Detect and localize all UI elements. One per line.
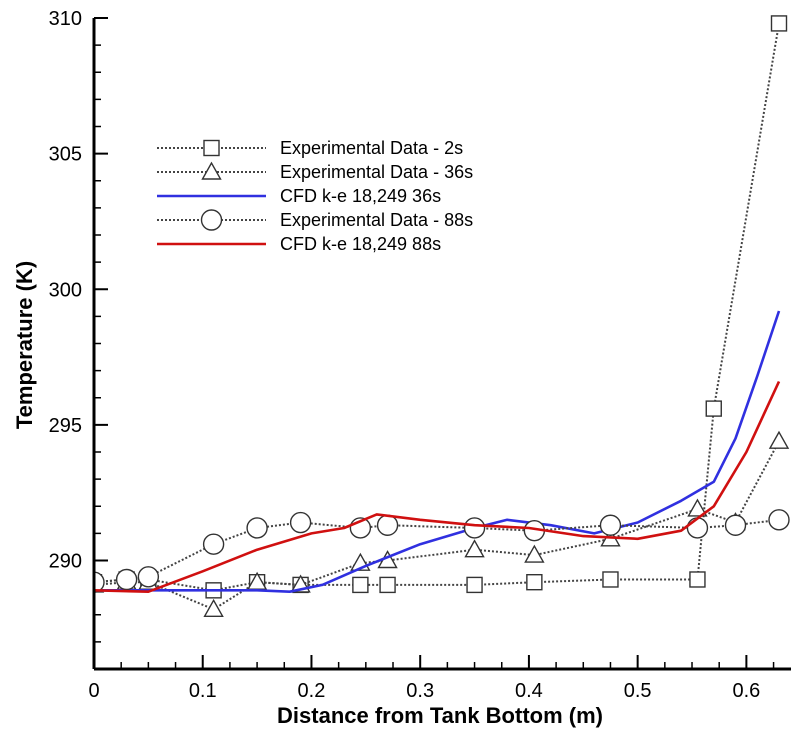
data-point: [94, 571, 105, 593]
data-point: [526, 574, 543, 591]
series-0: [94, 15, 788, 599]
series-line: [94, 23, 780, 592]
data-point: [524, 544, 545, 563]
data-point: [379, 576, 396, 594]
series-line: [94, 518, 780, 584]
series-3: [94, 509, 790, 593]
data-point: [352, 576, 369, 594]
data-point: [768, 430, 790, 449]
x-tick-label: 0.5: [624, 680, 652, 702]
legend-label: CFD k-e 18,249 36s: [280, 186, 441, 206]
data-point: [768, 509, 790, 531]
x-tick-label: 0.2: [298, 680, 326, 702]
axis-ticks: [93, 17, 775, 669]
data-point: [466, 576, 483, 594]
y-tick-label: 305: [49, 144, 82, 166]
legend-item: CFD k-e 18,249 88s: [157, 234, 441, 254]
y-axis-title: Temperature (K): [12, 261, 37, 429]
legend-marker: [200, 209, 223, 231]
data-point: [689, 571, 706, 588]
data-point: [705, 400, 722, 417]
x-tick-label: 0.4: [515, 680, 543, 702]
series-2: [94, 310, 781, 594]
data-point: [115, 568, 138, 591]
series-line: [94, 310, 781, 594]
data-point: [246, 517, 268, 539]
data-point: [203, 598, 224, 618]
legend: Experimental Data - 2s Experimental Data …: [157, 138, 473, 254]
legend-marker: [203, 139, 220, 157]
legend-item: Experimental Data - 36s: [157, 161, 473, 182]
x-tick-label: 0.1: [189, 680, 217, 702]
data-point: [770, 15, 788, 32]
legend-marker: [201, 161, 222, 180]
data-point: [376, 514, 399, 536]
x-tick-label: 0.3: [406, 680, 434, 702]
axes: [92, 18, 791, 671]
data-point: [602, 571, 619, 588]
y-tick-label: 300: [49, 279, 82, 301]
data-point: [724, 514, 747, 536]
data-point: [289, 511, 312, 534]
legend-item: Experimental Data - 2s: [157, 138, 463, 158]
x-tick-label: 0: [88, 680, 99, 702]
data-point: [463, 517, 486, 539]
legend-label: Experimental Data - 88s: [280, 210, 473, 230]
x-axis-title: Distance from Tank Bottom (m): [277, 703, 603, 728]
series-layer: [94, 15, 790, 618]
legend-label: CFD k-e 18,249 88s: [280, 234, 441, 254]
data-point: [464, 539, 485, 558]
y-tick-label: 290: [49, 551, 82, 573]
legend-label: Experimental Data - 2s: [280, 138, 463, 158]
data-point: [687, 498, 708, 517]
series-4: [94, 380, 781, 594]
y-tick-label: 310: [49, 8, 82, 30]
x-tick-label: 0.6: [732, 680, 760, 702]
data-point: [202, 533, 225, 555]
series-line: [94, 380, 781, 594]
legend-item: CFD k-e 18,249 36s: [157, 186, 441, 206]
data-point: [137, 566, 160, 588]
legend-item: Experimental Data - 88s: [157, 209, 473, 231]
data-point: [686, 517, 709, 539]
data-point: [599, 514, 622, 536]
tick-labels: 0 0.1 0.2 0.3 0.4 0.5 0.6 290 295 300 305 310: [49, 8, 761, 702]
legend-label: Experimental Data - 36s: [280, 162, 473, 182]
series-1: [94, 430, 790, 618]
y-tick-label: 295: [49, 415, 82, 437]
